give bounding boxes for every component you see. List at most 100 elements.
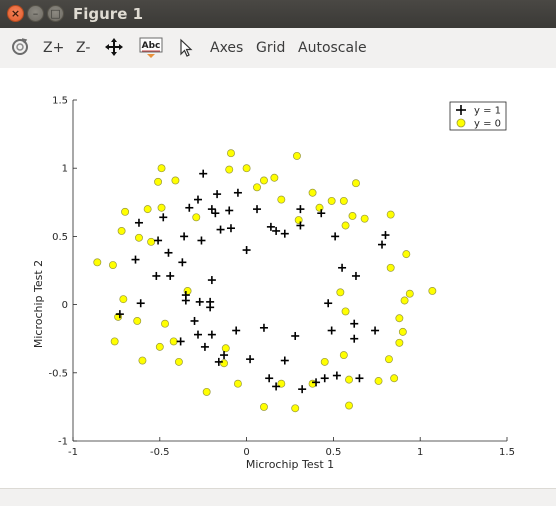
data-point-y0 xyxy=(174,357,183,366)
data-point-y1 xyxy=(197,236,206,245)
data-point-y1 xyxy=(350,319,359,328)
data-point-y0 xyxy=(336,288,345,297)
x-tick-label: -1 xyxy=(68,447,78,458)
data-point-y1 xyxy=(225,206,234,215)
data-point-y0 xyxy=(341,221,350,230)
data-point-y1 xyxy=(216,225,225,234)
y-tick-label: 0 xyxy=(62,300,68,311)
legend-marker-circle xyxy=(456,118,466,128)
data-point-y1 xyxy=(180,232,189,241)
data-point-y1 xyxy=(232,326,241,335)
data-point-y1 xyxy=(195,297,204,306)
data-point-y1 xyxy=(327,326,336,335)
data-point-y0 xyxy=(405,289,414,298)
data-point-y0 xyxy=(242,164,251,173)
x-tick-label: 0.5 xyxy=(325,447,341,458)
data-point-y1 xyxy=(332,371,341,380)
data-point-y1 xyxy=(331,232,340,241)
data-point-y0 xyxy=(327,196,336,205)
data-point-y0 xyxy=(386,210,395,219)
data-point-y0 xyxy=(202,387,211,396)
data-point-y0 xyxy=(352,179,360,188)
data-point-y1 xyxy=(193,195,202,204)
data-point-y0 xyxy=(233,379,242,388)
data-point-y0 xyxy=(135,233,143,242)
legend-entry-1: y = 1 xyxy=(474,106,501,117)
data-point-y1 xyxy=(272,382,281,391)
data-point-y1 xyxy=(298,385,307,394)
data-point-y1 xyxy=(242,246,251,255)
data-point-y0 xyxy=(402,250,411,259)
data-point-y0 xyxy=(341,307,350,316)
data-point-y0 xyxy=(119,295,128,304)
data-point-y0 xyxy=(225,165,234,174)
data-point-y1 xyxy=(213,190,222,199)
data-point-y0 xyxy=(292,151,301,160)
legend: y = 1 y = 0 xyxy=(449,101,507,131)
status-bar xyxy=(0,488,556,506)
data-point-y0 xyxy=(171,176,180,185)
data-point-y0 xyxy=(154,177,163,186)
rotate-icon[interactable] xyxy=(10,37,30,57)
grid-button[interactable]: Grid xyxy=(256,40,286,56)
pan-icon[interactable] xyxy=(104,37,124,57)
data-point-y0 xyxy=(227,149,235,158)
data-point-y0 xyxy=(108,261,117,269)
data-point-y1 xyxy=(159,213,168,222)
data-point-y0 xyxy=(253,183,261,192)
data-point-y1 xyxy=(207,205,216,214)
data-point-y1 xyxy=(233,188,242,197)
data-point-y1 xyxy=(131,255,140,264)
data-point-y0 xyxy=(398,327,407,336)
data-point-y0 xyxy=(192,213,201,222)
y-tick-label: 1 xyxy=(62,164,68,175)
data-point-y0 xyxy=(360,214,369,223)
zoom-out-button[interactable]: Z- xyxy=(76,40,91,56)
data-point-y1 xyxy=(207,276,216,285)
figure-toolbar: Z+ Z- Abc Axes Grid Autoscale xyxy=(0,28,556,68)
data-point-y1 xyxy=(350,334,359,343)
data-point-y0 xyxy=(339,196,348,205)
data-point-y0 xyxy=(161,319,169,328)
data-point-y0 xyxy=(260,176,268,185)
data-point-y0 xyxy=(155,342,164,351)
text-insert-icon-label: Abc xyxy=(142,41,161,51)
data-point-y1 xyxy=(199,169,208,178)
data-point-y1 xyxy=(265,374,274,383)
data-point-y0 xyxy=(221,344,230,353)
data-point-y0 xyxy=(93,258,102,267)
data-point-y0 xyxy=(138,356,147,365)
maximize-window-button[interactable]: □ xyxy=(47,5,64,22)
data-point-y1 xyxy=(154,236,163,245)
y-tick-label: 1.5 xyxy=(52,96,68,107)
plot-area: -1 -0.5 0 0.5 1 1.5 -1 -0.5 0 0.5 1 1.5 Microchip T… xyxy=(0,68,556,488)
title-bar: × – □ Figure 1 xyxy=(0,0,556,28)
x-tick-label: -0.5 xyxy=(150,447,170,458)
data-point-y0 xyxy=(320,357,329,366)
zoom-in-button[interactable]: Z+ xyxy=(43,40,65,56)
data-point-y0 xyxy=(133,317,142,325)
close-window-button[interactable]: × xyxy=(7,5,24,22)
data-point-y0 xyxy=(291,404,300,413)
data-point-y0 xyxy=(345,375,353,384)
minimize-window-button[interactable]: – xyxy=(27,5,44,22)
data-point-y1 xyxy=(164,248,173,257)
select-pointer-icon[interactable] xyxy=(178,38,194,58)
autoscale-button[interactable]: Autoscale xyxy=(298,40,367,56)
data-point-y1 xyxy=(324,299,333,308)
data-point-y1 xyxy=(378,240,387,249)
axes-button[interactable]: Axes xyxy=(210,40,244,56)
text-insert-icon[interactable]: Abc xyxy=(139,36,163,60)
data-point-y1 xyxy=(207,330,216,339)
data-point-y1 xyxy=(371,326,380,335)
data-point-y0 xyxy=(395,314,404,323)
data-point-y0 xyxy=(169,337,178,346)
x-tick-label: 1.5 xyxy=(499,447,515,458)
data-point-y1 xyxy=(166,271,175,280)
data-point-y1 xyxy=(193,330,202,339)
data-point-y0 xyxy=(270,173,279,182)
data-point-y1 xyxy=(317,209,326,218)
data-point-y0 xyxy=(121,207,130,216)
data-point-y0 xyxy=(117,226,126,235)
data-point-y1 xyxy=(320,374,329,383)
